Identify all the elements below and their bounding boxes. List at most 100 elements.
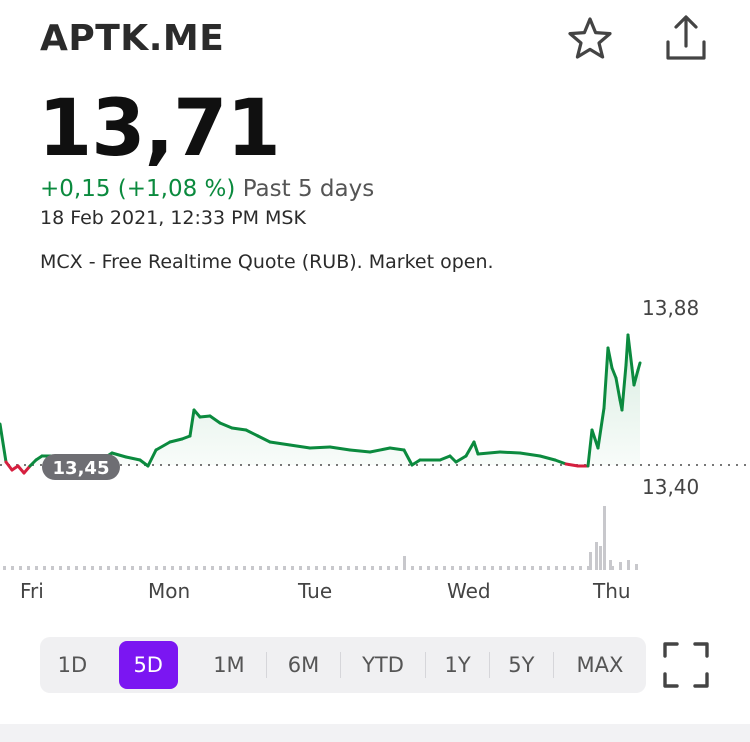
range-option-1y[interactable]: 1Y — [444, 653, 471, 677]
volume-bar — [163, 566, 166, 570]
range-option-1d[interactable]: 1D — [57, 653, 88, 677]
volume-bar — [403, 556, 406, 570]
price-line-segment — [154, 440, 172, 452]
price-line-segment — [308, 445, 332, 450]
volume-bar — [187, 566, 190, 570]
volume-bar — [347, 566, 350, 570]
volume-bar — [395, 566, 398, 570]
volume-bar — [363, 566, 366, 570]
volume-bar — [427, 566, 430, 570]
volume-bar — [609, 560, 612, 570]
price-line-segment — [368, 446, 392, 454]
volume-bar — [579, 566, 582, 570]
price-line-segment — [388, 446, 406, 452]
volume-bar — [139, 566, 142, 570]
volume-bar — [635, 564, 638, 570]
volume-bar — [483, 566, 486, 570]
price-line-segment — [602, 346, 610, 410]
price-line-segment — [22, 464, 32, 475]
price-line-segment — [124, 455, 142, 462]
volume-bar — [547, 566, 550, 570]
price-line-segment — [198, 414, 212, 419]
x-label-mon: Mon — [148, 579, 190, 603]
volume-bar — [299, 566, 302, 570]
price-line-segment — [146, 448, 158, 468]
volume-bar — [179, 566, 182, 570]
volume-bar — [599, 546, 602, 570]
volume-bar — [451, 566, 454, 570]
volume-bar — [499, 566, 502, 570]
price-line-segment — [110, 451, 128, 459]
range-option-1m[interactable]: 1M — [213, 653, 245, 677]
range-option-5y[interactable]: 5Y — [508, 653, 535, 677]
volume-bar — [259, 566, 262, 570]
volume-bar — [59, 566, 62, 570]
volume-bar — [411, 566, 414, 570]
volume-bar — [219, 566, 222, 570]
volume-bar — [563, 566, 566, 570]
volume-bar — [19, 566, 22, 570]
price-line-segment — [256, 434, 272, 444]
volume-bar — [171, 566, 174, 570]
volume-bar — [67, 566, 70, 570]
range-option-5d[interactable]: 5D — [118, 641, 178, 689]
share-button[interactable] — [660, 12, 712, 64]
volume-bar — [307, 566, 310, 570]
x-label-fri: Fri — [20, 579, 44, 603]
range-option-max[interactable]: MAX — [576, 653, 624, 677]
volume-bar — [243, 566, 246, 570]
volume-bar — [123, 566, 126, 570]
price-line-segment — [218, 421, 234, 430]
volume-bar — [131, 566, 134, 570]
volume-bar — [627, 560, 630, 570]
bottom-divider — [0, 724, 750, 742]
price-line-segment — [402, 448, 414, 467]
volume-bar — [531, 566, 534, 570]
volume-bar — [387, 566, 390, 570]
price-change: +0,15 (+1,08 %) — [40, 176, 236, 202]
price-line-segment — [244, 428, 260, 438]
volume-bar — [235, 566, 238, 570]
price-line-segment — [620, 363, 628, 412]
volume-bar — [571, 566, 574, 570]
price-line-segment — [208, 414, 222, 425]
quote-source-info: MCX - Free Realtime Quote (RUB). Market … — [40, 251, 494, 273]
volume-bar — [475, 566, 478, 570]
range-option-6m[interactable]: 6M — [287, 653, 320, 677]
volume-bar — [523, 566, 526, 570]
price-chart[interactable]: 13,45 13,88 13,40 Fri Mon Tue Wed Thu — [0, 290, 750, 610]
range-option-ytd[interactable]: YTD — [362, 653, 404, 677]
change-period: Past 5 days — [242, 176, 375, 202]
volume-bar — [275, 566, 278, 570]
price-line-segment — [614, 376, 622, 402]
price-line-segment — [328, 445, 352, 452]
fullscreen-button[interactable] — [661, 640, 711, 690]
range-separator — [266, 652, 268, 678]
volume-bar — [339, 566, 342, 570]
price-line-segment — [454, 454, 468, 464]
price-line-segment — [606, 346, 614, 370]
volume-bar — [603, 506, 606, 570]
volume-bar — [211, 566, 214, 570]
volume-bar — [419, 566, 422, 570]
volume-bar — [75, 566, 78, 570]
volume-bar — [435, 566, 438, 570]
favorite-button[interactable] — [565, 14, 615, 64]
price-line-segment — [518, 451, 542, 458]
volume-bar — [379, 566, 382, 570]
ticker-symbol: APTK.ME — [40, 18, 225, 59]
current-price: 13,71 — [38, 84, 281, 174]
volume-bar — [195, 566, 198, 570]
price-line-segment — [632, 368, 640, 387]
volume-bar — [315, 566, 318, 570]
volume-bar — [291, 566, 294, 570]
y-axis-high-label: 13,88 — [642, 296, 699, 320]
volume-bar — [27, 566, 30, 570]
volume-bar — [203, 566, 206, 570]
volume-bar — [43, 566, 46, 570]
price-line-segment — [538, 454, 557, 462]
price-line-segment — [348, 448, 372, 454]
y-axis-low-label: 13,40 — [642, 475, 699, 499]
volume-bar — [611, 566, 614, 570]
volume-bar — [35, 566, 38, 570]
